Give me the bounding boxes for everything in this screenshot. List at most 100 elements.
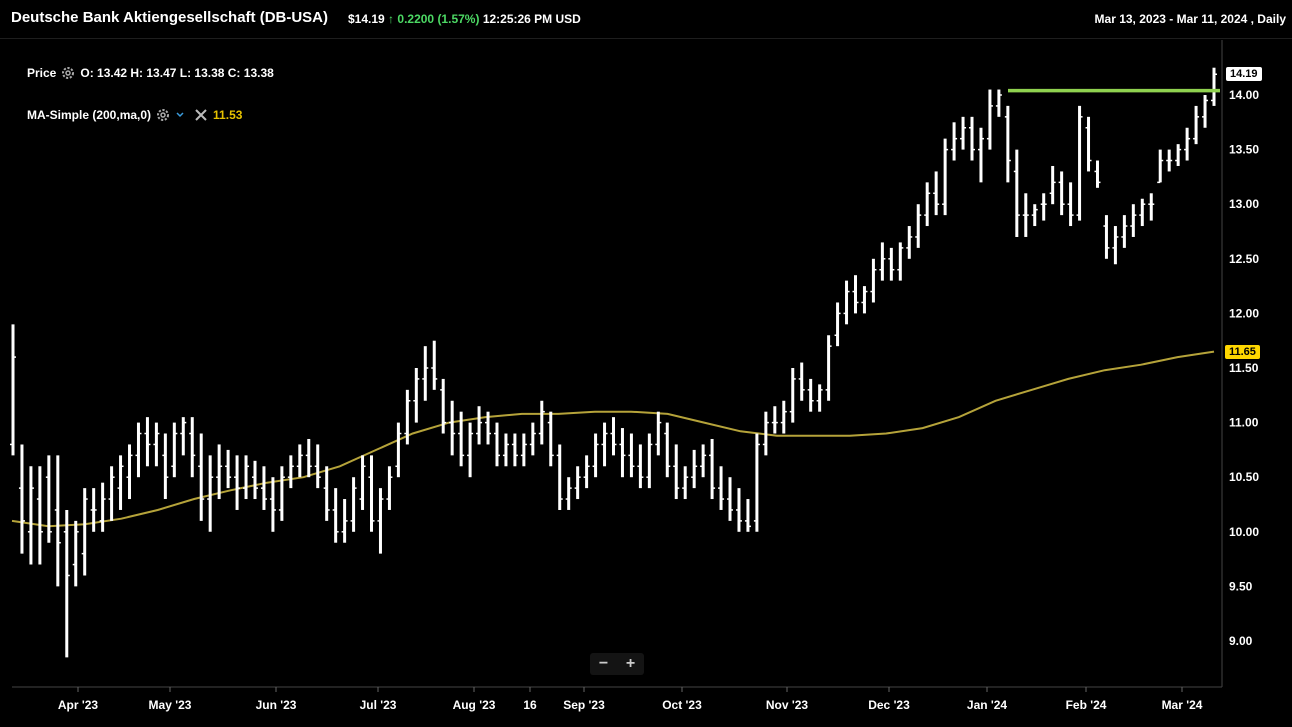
ohlc-bar [45, 455, 52, 543]
ohlc-bar [81, 488, 88, 576]
ohlc-bar [897, 242, 904, 281]
ohlc-bar [664, 422, 671, 478]
ohlc-bar [583, 455, 590, 489]
ohlc-bar [592, 433, 599, 478]
ohlc-bar [1112, 226, 1119, 265]
ohlc-bar [888, 247, 895, 281]
y-tick-label: 10.50 [1229, 470, 1259, 484]
ohlc-bar [269, 477, 276, 532]
ohlc-bar [565, 477, 572, 510]
ohlc-bar [834, 302, 841, 347]
ma-settings-gear-icon[interactable] [155, 107, 171, 123]
price-settings-gear-icon[interactable] [60, 65, 76, 81]
ohlc-bar [870, 258, 877, 303]
y-tick-label: 13.00 [1229, 197, 1259, 211]
ohlc-bar [234, 455, 241, 510]
ohlc-bar [789, 368, 796, 423]
ohlc-bar [225, 449, 232, 489]
ohlc-bar [762, 411, 769, 456]
ohlc-bar [251, 460, 258, 500]
ohlc-bar [1022, 193, 1029, 237]
ohlc-bar [72, 520, 79, 587]
ohlc-bar [1076, 105, 1083, 221]
ohlc-bar [673, 444, 680, 500]
zoom-out-button[interactable]: − [598, 655, 609, 672]
ohlc-bar [332, 488, 339, 543]
ohlc-bar [144, 417, 151, 467]
ohlc-bar [825, 335, 832, 401]
ohlc-bar [243, 455, 250, 500]
ohlc-bar [502, 433, 509, 467]
ohlc-bar [108, 466, 115, 521]
ohlc-bar [977, 127, 984, 183]
ohlc-bar [529, 422, 536, 456]
ohlc-bar [1184, 127, 1191, 161]
ohlc-bar [556, 444, 563, 510]
ohlc-bar [198, 433, 205, 521]
x-tick-label: Sep '23 [563, 698, 605, 712]
ohlc-bar [951, 122, 958, 161]
ohlc-bar [915, 204, 922, 248]
y-tick-label: 12.00 [1229, 306, 1259, 320]
ohlc-bar [296, 444, 303, 478]
ohlc-bar [27, 466, 34, 565]
y-tick-label: 13.50 [1229, 143, 1259, 157]
ohlc-bar [744, 499, 751, 532]
ohlc-bar [485, 411, 492, 445]
quote-line: $14.19 ↑ 0.2200 (1.57%) 12:25:26 PM USD [348, 12, 581, 26]
ohlc-bar [377, 488, 384, 554]
ohlc-bar [63, 509, 70, 658]
date-range[interactable]: Mar 13, 2023 - Mar 11, 2024 , Daily [1094, 12, 1286, 26]
ohlc-bar [682, 466, 689, 500]
ohlc-bar [574, 466, 581, 500]
ohlc-bar [260, 466, 267, 510]
ohlc-bar [771, 406, 778, 434]
ohlc-bar [924, 182, 931, 227]
ohlc-bar [171, 422, 178, 478]
zoom-in-button[interactable]: + [625, 655, 636, 672]
ohlc-bar [413, 368, 420, 423]
ohlc-bar [1049, 165, 1056, 205]
price-legend: Price O: 13.42 H: 13.47 L: 13.38 C: 13.3… [27, 65, 274, 81]
ohlc-bar [1103, 215, 1110, 259]
ohlc-bar [807, 378, 814, 412]
ohlc-bar [422, 346, 429, 401]
ohlc-bar [135, 422, 142, 478]
ohlc-bar [960, 116, 967, 150]
quote-time: 12:25:26 PM USD [482, 12, 581, 26]
ohlc-bar [1067, 182, 1074, 227]
ohlc-bar [359, 455, 366, 510]
ohlc-bar [440, 378, 447, 434]
ohlc-bar [117, 455, 124, 510]
ma-200-line [11, 350, 1215, 528]
ohlc-bar [1085, 116, 1092, 172]
ohlc-bar [162, 433, 169, 500]
ohlc-bar [700, 444, 707, 478]
ohlc-bar [852, 275, 859, 314]
ohlc-bar [431, 340, 438, 390]
ohlc-bar [906, 226, 913, 259]
ohlc-bar [1193, 105, 1200, 145]
chevron-down-icon[interactable] [175, 110, 185, 120]
ohlc-bar [691, 449, 698, 489]
x-tick-label: Mar '24 [1162, 698, 1203, 712]
remove-indicator-close-icon[interactable] [189, 108, 209, 122]
x-tick-label: May '23 [149, 698, 192, 712]
x-tick-label: Apr '23 [58, 698, 99, 712]
last-price-tag: 14.19 [1226, 67, 1262, 81]
x-tick-label: Jul '23 [360, 698, 397, 712]
ma-legend: MA-Simple (200,ma,0) 11.53 [27, 107, 242, 123]
ohlc-bar [843, 280, 850, 325]
x-tick-label: Dec '23 [868, 698, 910, 712]
ohlc-bar [538, 400, 545, 445]
x-tick-label: Jun '23 [256, 698, 297, 712]
y-tick-label: 11.50 [1229, 361, 1259, 375]
ohlc-bar [1013, 149, 1020, 237]
ohlc-bar [207, 455, 214, 532]
ohlc-bar [368, 455, 375, 532]
ohlc-bar [753, 433, 760, 532]
ohlc-bar [36, 466, 43, 565]
ohlc-bar [1202, 95, 1209, 128]
ohlc-bar [798, 362, 805, 401]
